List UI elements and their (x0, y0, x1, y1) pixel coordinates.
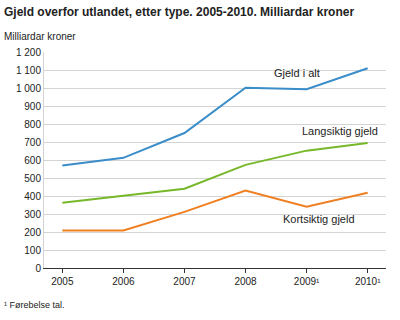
svg-text:2009¹: 2009¹ (294, 276, 320, 287)
svg-text:1 000: 1 000 (16, 83, 41, 94)
svg-text:¹ Førebelse tal.: ¹ Førebelse tal. (4, 300, 65, 310)
svg-text:700: 700 (24, 137, 41, 148)
svg-text:2006: 2006 (112, 276, 135, 287)
svg-text:2007: 2007 (173, 276, 196, 287)
svg-text:1 200: 1 200 (16, 47, 41, 58)
svg-text:300: 300 (24, 209, 41, 220)
svg-text:100: 100 (24, 245, 41, 256)
svg-text:900: 900 (24, 101, 41, 112)
svg-text:Langsiktig gjeld: Langsiktig gjeld (302, 125, 378, 137)
svg-text:1 100: 1 100 (16, 65, 41, 76)
svg-text:200: 200 (24, 227, 41, 238)
svg-text:2008: 2008 (234, 276, 257, 287)
svg-text:2005: 2005 (51, 276, 74, 287)
svg-text:600: 600 (24, 155, 41, 166)
svg-text:2010¹: 2010¹ (355, 276, 381, 287)
svg-text:400: 400 (24, 191, 41, 202)
svg-text:500: 500 (24, 173, 41, 184)
svg-text:Gjeld overfor utlandet, etter: Gjeld overfor utlandet, etter type. 2005… (4, 5, 354, 19)
svg-text:Kortsiktig gjeld: Kortsiktig gjeld (283, 213, 355, 225)
svg-text:0: 0 (35, 263, 41, 274)
svg-text:800: 800 (24, 119, 41, 130)
svg-text:Milliardar kroner: Milliardar kroner (4, 31, 76, 42)
svg-text:Gjeld i alt: Gjeld i alt (274, 67, 320, 79)
